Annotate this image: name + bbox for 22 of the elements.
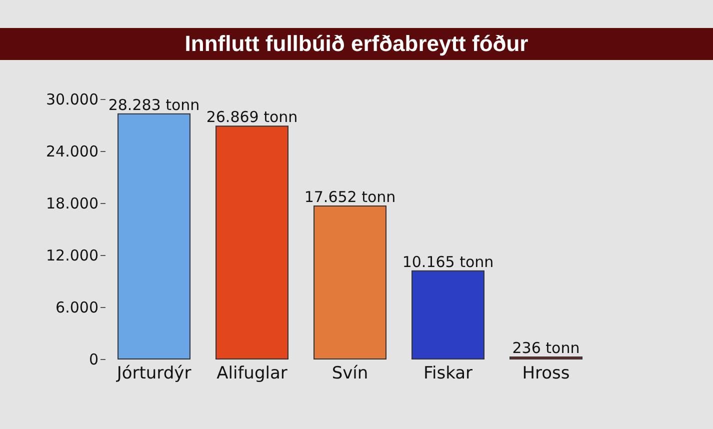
x-tick-label: Fiskar: [423, 364, 473, 384]
bar: [118, 113, 190, 360]
x-tick-label: Svín: [332, 364, 368, 384]
y-tick-label: 12.000: [46, 246, 98, 264]
y-tick-label: 30.000: [46, 90, 98, 108]
data-label: 28.283 tonn: [108, 96, 200, 114]
x-tick-label: Jórturdýr: [116, 364, 192, 384]
bar: [314, 206, 386, 360]
y-tick-label: 24.000: [46, 142, 98, 160]
bar: [412, 270, 484, 360]
data-label: 10.165 tonn: [402, 252, 494, 271]
x-tick-label: Alifuglar: [216, 364, 288, 384]
y-tick-label: 18.000: [46, 194, 98, 212]
bar: [216, 126, 288, 360]
data-label: 26.869 tonn: [206, 108, 298, 126]
data-label: 236 tonn: [512, 338, 580, 357]
y-tick-label: 6.000: [56, 298, 98, 316]
y-tick-label: 0: [88, 350, 98, 368]
bar: [510, 356, 582, 360]
data-label: 17.652 tonn: [304, 188, 396, 206]
x-tick-label: Hross: [522, 364, 570, 384]
chart-title: Innflutt fullbúið erfðabreytt fóður: [0, 28, 713, 60]
